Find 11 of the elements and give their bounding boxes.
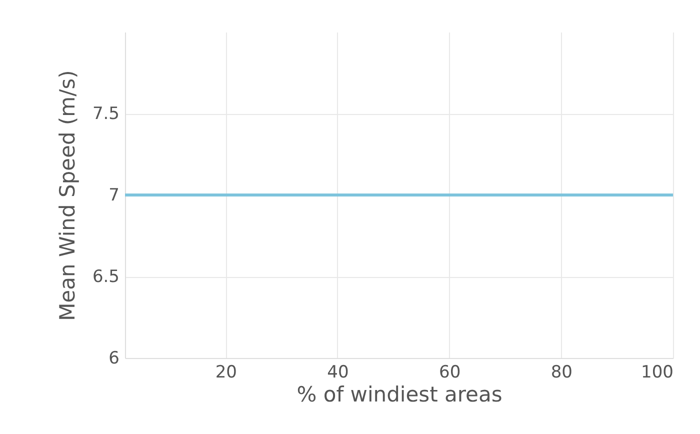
y-tick-label: 6: [108, 348, 120, 368]
y-axis-title: Mean Wind Speed (m/s): [55, 70, 80, 321]
y-tick-label: 7: [108, 186, 120, 206]
x-tick-label: 20: [215, 362, 237, 382]
x-tick-label: 40: [327, 362, 349, 382]
x-tick-label: 100: [641, 362, 674, 382]
y-tick-label: 6.5: [92, 267, 120, 287]
x-axis-title: % of windiest areas: [296, 382, 502, 406]
y-tick-label: 7.5: [92, 104, 120, 124]
x-tick-label: 60: [439, 362, 461, 382]
x-tick-label: 80: [550, 362, 572, 382]
